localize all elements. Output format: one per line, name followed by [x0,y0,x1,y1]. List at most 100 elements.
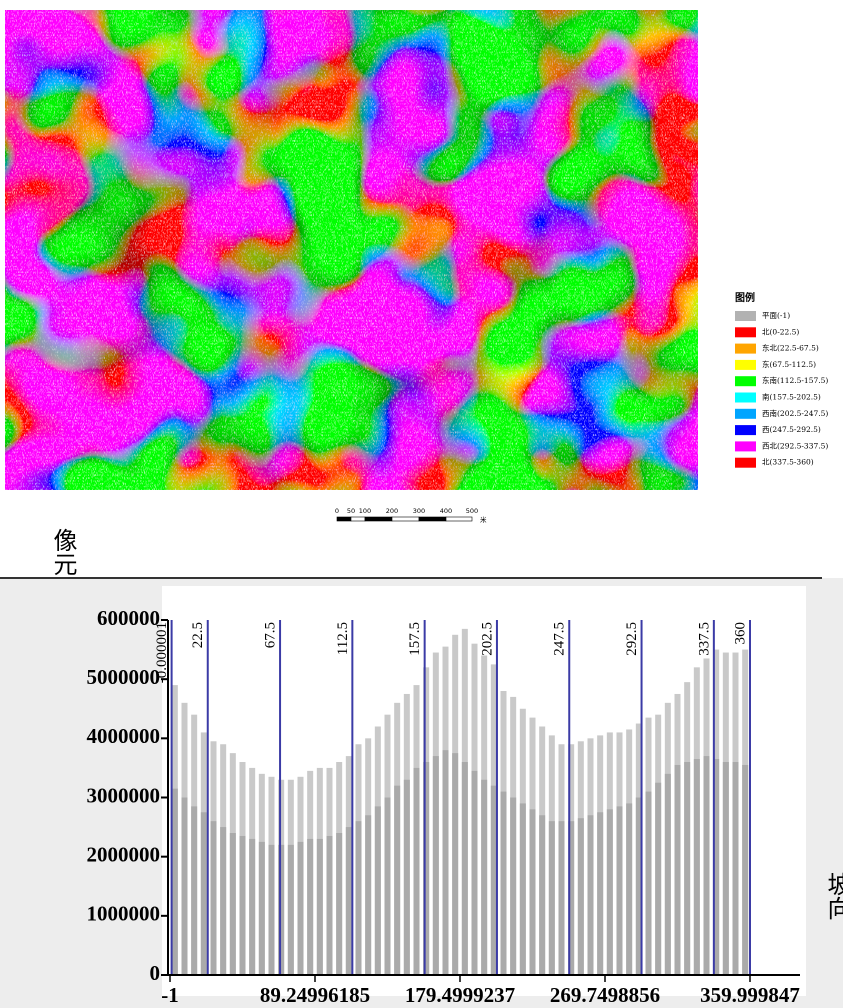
break-label: 360 [732,622,748,645]
histogram-bar [510,798,516,976]
histogram-bar [520,803,526,975]
break-label: 337.5 [696,622,712,656]
legend-label: 东北(22.5-67.5) [762,343,819,353]
histogram-bar [530,809,536,975]
scale-segment [419,517,446,521]
y-tick-label: 4000000 [87,724,161,748]
histogram-bar [414,768,420,975]
histogram-bar [452,753,458,975]
legend-swatch [735,458,756,468]
break-label: 157.5 [407,622,423,656]
y-tick-label: 3000000 [87,783,161,807]
break-label: 292.5 [624,622,640,656]
legend-label: 南(157.5-202.5) [762,392,821,402]
legend-label: 北(337.5-360) [762,458,814,467]
legend-swatch [735,311,756,321]
histogram-bar [356,821,362,975]
break-label: 112.5 [335,622,351,655]
histogram-bar [346,827,352,975]
scale-segment [365,517,392,521]
scale-label: 100 [359,507,371,515]
histogram-bar [694,759,700,975]
histogram-bar [481,780,487,975]
scale-label: 200 [386,507,398,515]
histogram-bar [501,792,507,975]
histogram-bar [191,806,197,975]
histogram-bar [665,774,671,975]
histogram-bar [626,803,632,975]
legend-swatch [735,393,756,403]
histogram-bar [288,845,294,975]
legend-label: 东(67.5-112.5) [762,359,816,369]
histogram-bar [684,762,690,975]
scale-label: 400 [440,507,452,515]
histogram-bar [240,836,246,975]
scale-segment [392,517,419,521]
scale-segment [446,517,472,521]
x-tick-label: 179.4999237 [405,983,515,1007]
legend-label: 西(247.5-292.5) [762,425,821,434]
histogram-bar [172,789,178,975]
x-tick-label: -1 [161,983,179,1007]
histogram-bar [259,842,265,975]
y-tick-label: 2000000 [87,842,161,866]
scale-label: 0 [335,507,339,515]
y-tick-label: 1000000 [87,902,161,926]
histogram-bar [559,821,565,975]
x-tick-label: 89.24996185 [260,983,370,1007]
legend-title: 图例 [735,291,755,304]
histogram-bar [491,786,497,975]
break-label: 22.5 [190,622,206,648]
histogram-bar [588,815,594,975]
legend-swatch [735,360,756,370]
aspect-map [5,10,698,490]
y-axis-label: 像元 [50,528,76,576]
scale-label: 500 [466,507,478,515]
figure: 图例 平面(-1) 北(0-22.5) 东北(22.5-67.5) 东(67.5-11… [0,0,843,1008]
legend-label: 北(0-22.5) [762,327,799,336]
legend-swatch [735,344,756,354]
histogram-bar [539,815,545,975]
histogram-bar [220,827,226,975]
histogram-bar [182,798,188,976]
histogram-bar [201,812,207,975]
legend-label: 西南(202.5-247.5) [762,408,828,418]
histogram-bar [646,792,652,975]
histogram-bar [385,798,391,976]
legend-swatch [735,376,756,386]
histogram-bar [607,809,613,975]
histogram-bar [675,765,681,975]
histogram-bar [298,842,304,975]
histogram-bar [375,806,381,975]
histogram-bar [472,771,478,975]
histogram-bar [597,812,603,975]
legend-label: 平面(-1) [762,311,790,320]
y-tick-label: 0 [150,961,161,985]
legend-swatch [735,441,756,451]
histogram-bar [249,839,255,975]
histogram-bar [655,783,661,975]
x-tick-label: 359.999847 [700,983,800,1007]
scale-segment [351,517,365,521]
histogram-bar [578,818,584,975]
histogram-bar [336,833,342,975]
histogram-bar [365,815,371,975]
legend-label: 西北(292.5-337.5) [762,441,828,450]
histogram-bar [733,762,739,975]
break-label: 67.5 [262,622,278,648]
scale-segment [337,517,351,521]
histogram-bar [327,836,333,975]
scale-label: 50 [347,507,355,515]
histogram-bar [317,839,323,975]
break-label: 247.5 [552,622,568,656]
break-label: 202.5 [479,622,495,656]
legend-swatch [735,327,756,337]
histogram-bar [617,806,623,975]
histogram-bar [269,845,275,975]
scale-label: 300 [413,507,425,515]
x-axis-label: 坡向 [824,872,843,920]
histogram-bar [549,821,555,975]
y-tick-label: 5000000 [87,665,161,689]
legend-swatch [735,409,756,419]
